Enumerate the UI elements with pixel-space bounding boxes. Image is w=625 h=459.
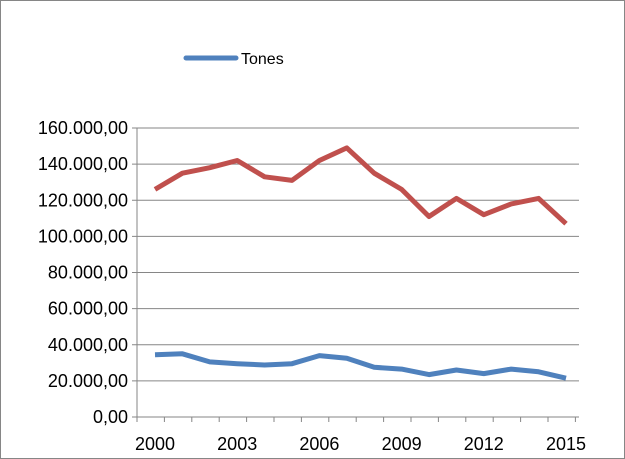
series-line-unnamed-0 <box>153 145 568 226</box>
y-tick-label: 160.000,00 <box>38 118 128 138</box>
legend-label: Tones <box>241 51 284 68</box>
series-lines <box>153 145 568 381</box>
y-tick-label: 60.000,00 <box>48 299 128 319</box>
series-line-tones <box>154 351 567 381</box>
y-tick-label: 20.000,00 <box>48 371 128 391</box>
y-tick-label: 100.000,00 <box>38 226 128 246</box>
gridlines <box>137 127 579 382</box>
y-tick-label: 80.000,00 <box>48 263 128 283</box>
y-tick-label: 0,00 <box>93 407 128 427</box>
x-tick-label: 2003 <box>217 434 257 454</box>
x-axis-ticks: 2000 2003 2006 2009 2012 2015 <box>135 417 586 454</box>
legend: Tones <box>183 51 284 68</box>
x-tick-label: 2009 <box>382 434 422 454</box>
y-tick-label: 140.000,00 <box>38 154 128 174</box>
y-axis-ticks: 0,00 20.000,00 40.000,00 60.000,00 80.000,00… <box>38 118 137 427</box>
x-tick-label: 2012 <box>464 434 504 454</box>
x-tick-label: 2000 <box>135 434 175 454</box>
y-tick-label: 120.000,00 <box>38 190 128 210</box>
y-tick-label: 40.000,00 <box>48 335 128 355</box>
x-tick-label: 2006 <box>299 434 339 454</box>
x-tick-label: 2015 <box>546 434 586 454</box>
